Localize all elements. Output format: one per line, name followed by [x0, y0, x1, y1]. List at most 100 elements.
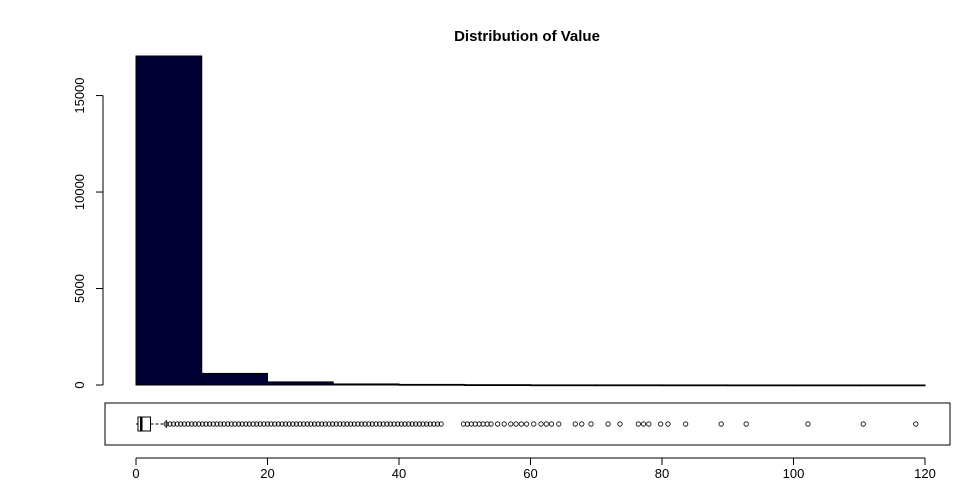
histogram-bar-3: [332, 383, 400, 386]
histogram-bar-1: [201, 372, 268, 386]
boxplot-outlier-9: [196, 421, 202, 427]
boxplot-outlier-90: [523, 421, 530, 427]
boxplot-outlier-71: [420, 421, 426, 427]
boxplot-outlier-52: [351, 421, 357, 427]
boxplot-outlier-37: [297, 421, 303, 427]
x-tick-label-1: 20: [260, 466, 274, 480]
boxplot-outlier-0: [163, 421, 169, 427]
boxplot-outlier-111: [913, 421, 919, 427]
boxplot-outlier-39: [304, 421, 310, 427]
boxplot-outlier-49: [340, 421, 347, 427]
boxplot-outlier-16: [221, 421, 227, 427]
boxplot-outlier-46: [329, 421, 336, 427]
boxplot-outlier-4: [178, 421, 184, 427]
boxplot-outlier-28: [264, 421, 271, 427]
boxplot-outlier-73: [427, 421, 433, 427]
y-axis: 0 5000 10000 15000: [72, 77, 104, 389]
boxplot-outlier-101: [635, 421, 641, 427]
boxplot-outlier-58: [373, 421, 379, 427]
histogram-bar-6: [530, 384, 597, 387]
boxplot-outlier-57: [369, 421, 375, 427]
boxplot-outlier-14: [214, 421, 220, 427]
x-tick-label-2: 40: [392, 466, 406, 480]
boxplot-outlier-50: [344, 421, 350, 427]
boxplot-outlier-41: [311, 421, 318, 427]
boxplot-outlier-94: [548, 421, 555, 427]
boxplot-outlier-19: [232, 421, 238, 427]
boxplot-outlier-54: [358, 421, 365, 427]
boxplot-outlier-20: [235, 421, 242, 427]
boxplot-outlier-61: [384, 421, 390, 427]
boxplot-outlier-105: [665, 421, 671, 427]
boxplot-outlier-12: [207, 421, 213, 427]
boxplot-outlier-96: [572, 421, 578, 427]
boxplot-outlier-69: [413, 421, 419, 427]
boxplot-outlier-75: [434, 421, 441, 427]
x-tick-label-0: 0: [132, 466, 139, 480]
histogram-bar-7: [595, 384, 663, 387]
boxplot-outlier-17: [225, 421, 231, 427]
boxplot-outlier-11: [203, 421, 209, 427]
boxplot-outlier-95: [556, 421, 562, 427]
boxplot-outlier-55: [362, 421, 368, 427]
boxplot-outlier-86: [501, 421, 507, 427]
boxplot-outlier-91: [531, 421, 537, 427]
boxplot-outlier-107: [718, 421, 724, 427]
boxplot-outlier-1: [167, 421, 173, 427]
boxplot-outlier-65: [398, 421, 404, 427]
boxplot-outlier-36: [293, 421, 300, 427]
boxplot-outlier-6: [185, 421, 191, 427]
boxplot-outlier-99: [605, 421, 611, 427]
histogram-bars: [135, 55, 926, 387]
boxplot-outlier-72: [424, 421, 430, 427]
histogram-bar-9: [727, 384, 794, 387]
boxplot-outlier-3: [174, 421, 180, 427]
boxplot-outlier-97: [579, 421, 585, 427]
boxplot-outlier-25: [254, 421, 260, 427]
boxplot-outlier-15: [217, 421, 224, 427]
boxplot-outlier-76: [438, 421, 444, 427]
boxplot-outlier-42: [315, 421, 321, 427]
boxplot-outlier-79: [468, 421, 474, 427]
boxplot-outlier-30: [272, 421, 278, 427]
boxplot-outlier-85: [495, 421, 501, 427]
boxplot-outlier-47: [333, 421, 339, 427]
boxplot-outlier-43: [319, 421, 325, 427]
boxplot-outlier-33: [282, 421, 289, 427]
boxplot-outlier-62: [387, 421, 394, 427]
boxplot-outlier-24: [250, 421, 256, 427]
y-tick-label-0: 0: [72, 381, 87, 388]
boxplot-outlier-92: [538, 421, 544, 427]
boxplot-outlier-78: [464, 421, 470, 427]
x-tick-label-4: 80: [655, 466, 669, 480]
boxplot-outlier-2: [170, 421, 177, 427]
boxplot-outlier-35: [290, 421, 296, 427]
histogram-bar-0: [135, 55, 203, 386]
boxplot-outlier-27: [261, 421, 267, 427]
boxplot-outlier-23: [246, 421, 253, 427]
boxplot-outlier-68: [409, 421, 415, 427]
boxplot: [136, 416, 919, 432]
boxplot-outlier-59: [377, 421, 383, 427]
boxplot-box: [137, 416, 151, 432]
boxplot-outlier-102: [640, 421, 647, 427]
boxplot-outlier-88: [513, 421, 519, 427]
histogram-bar-4: [398, 383, 466, 386]
histogram-bar-11: [858, 384, 926, 387]
boxplot-outlier-66: [402, 421, 408, 427]
boxplot-outlier-106: [683, 421, 689, 427]
boxplot-outlier-38: [301, 421, 307, 427]
boxplot-outlier-56: [366, 421, 372, 427]
boxplot-outlier-31: [275, 421, 281, 427]
boxplot-outlier-8: [192, 421, 198, 427]
x-tick-label-3: 60: [523, 466, 537, 480]
boxplot-outlier-108: [743, 421, 749, 427]
boxplot-outlier-84: [488, 421, 494, 427]
boxplot-outlier-22: [243, 421, 249, 427]
boxplot-outlier-100: [617, 421, 623, 427]
boxplot-outlier-53: [355, 421, 361, 427]
histogram-bar-5: [464, 384, 531, 387]
boxplot-outlier-5: [181, 421, 187, 427]
boxplot-outlier-89: [518, 421, 524, 427]
